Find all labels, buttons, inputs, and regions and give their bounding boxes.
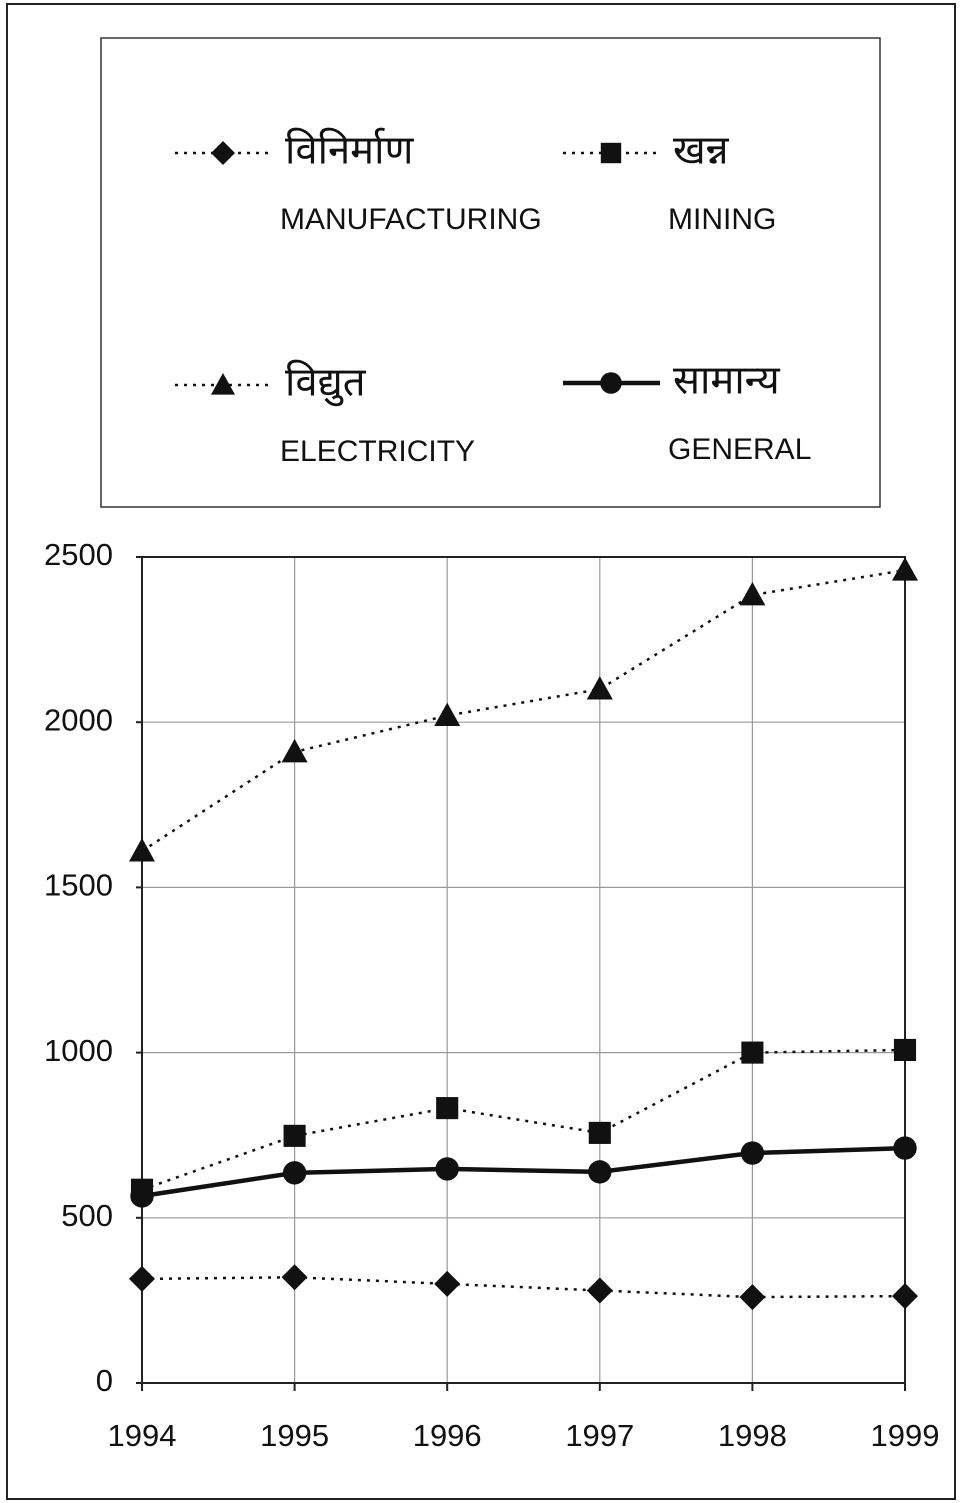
x-tick-label: 1997 <box>565 1418 634 1453</box>
y-tick-label: 2000 <box>44 702 113 737</box>
data-point <box>129 838 155 862</box>
data-point <box>740 1141 765 1165</box>
x-tick-label: 1996 <box>413 1418 482 1453</box>
data-point <box>282 1161 307 1185</box>
data-point <box>588 1121 611 1144</box>
y-tick-label: 500 <box>61 1198 113 1233</box>
legend-marker <box>600 372 622 394</box>
y-tick-label: 1000 <box>44 1033 113 1068</box>
series-line <box>141 1145 906 1199</box>
plot-area <box>141 556 906 1384</box>
data-point <box>741 1041 764 1064</box>
y-tick-label: 0 <box>96 1363 113 1398</box>
data-point <box>586 1277 613 1304</box>
legend-box <box>100 37 881 508</box>
legend-label-en: ELECTRICITY <box>280 435 475 468</box>
legend-marker <box>211 141 235 165</box>
x-tick-label: 1998 <box>718 1418 787 1453</box>
data-point <box>739 581 766 606</box>
data-point <box>281 738 308 763</box>
data-point <box>586 676 613 700</box>
legend-label: खन्न <box>673 129 730 173</box>
legend-label-en: MINING <box>668 203 776 236</box>
legend-label-en: GENERAL <box>668 433 811 466</box>
frame <box>6 3 956 1500</box>
x-tick-label: 1999 <box>871 1418 940 1453</box>
data-point <box>893 1136 917 1160</box>
legend-label: सामान्य <box>673 359 780 403</box>
data-point <box>588 1160 612 1184</box>
x-tick-label: 1994 <box>108 1418 177 1453</box>
data-point <box>892 1283 918 1310</box>
series-line <box>141 568 906 853</box>
series-line <box>141 1276 906 1299</box>
legend-label: विद्युत <box>285 360 367 407</box>
data-point <box>130 1184 154 1208</box>
data-point <box>129 1265 155 1292</box>
y-tick-label: 2500 <box>44 537 113 572</box>
legend-marker <box>600 142 622 164</box>
data-point <box>281 1264 308 1291</box>
data-point <box>436 1097 459 1120</box>
legend-label: विनिर्माण <box>285 128 414 173</box>
data-point <box>893 1038 917 1062</box>
legend-marker <box>211 373 235 395</box>
y-tick-label: 1500 <box>44 868 113 903</box>
data-point <box>283 1124 306 1147</box>
data-point <box>435 1157 459 1181</box>
data-point <box>434 702 461 726</box>
legend-label-en: MANUFACTURING <box>280 203 542 236</box>
x-tick-label: 1995 <box>260 1418 329 1453</box>
data-point <box>434 1270 461 1297</box>
data-point <box>739 1284 766 1311</box>
data-point <box>892 557 918 581</box>
